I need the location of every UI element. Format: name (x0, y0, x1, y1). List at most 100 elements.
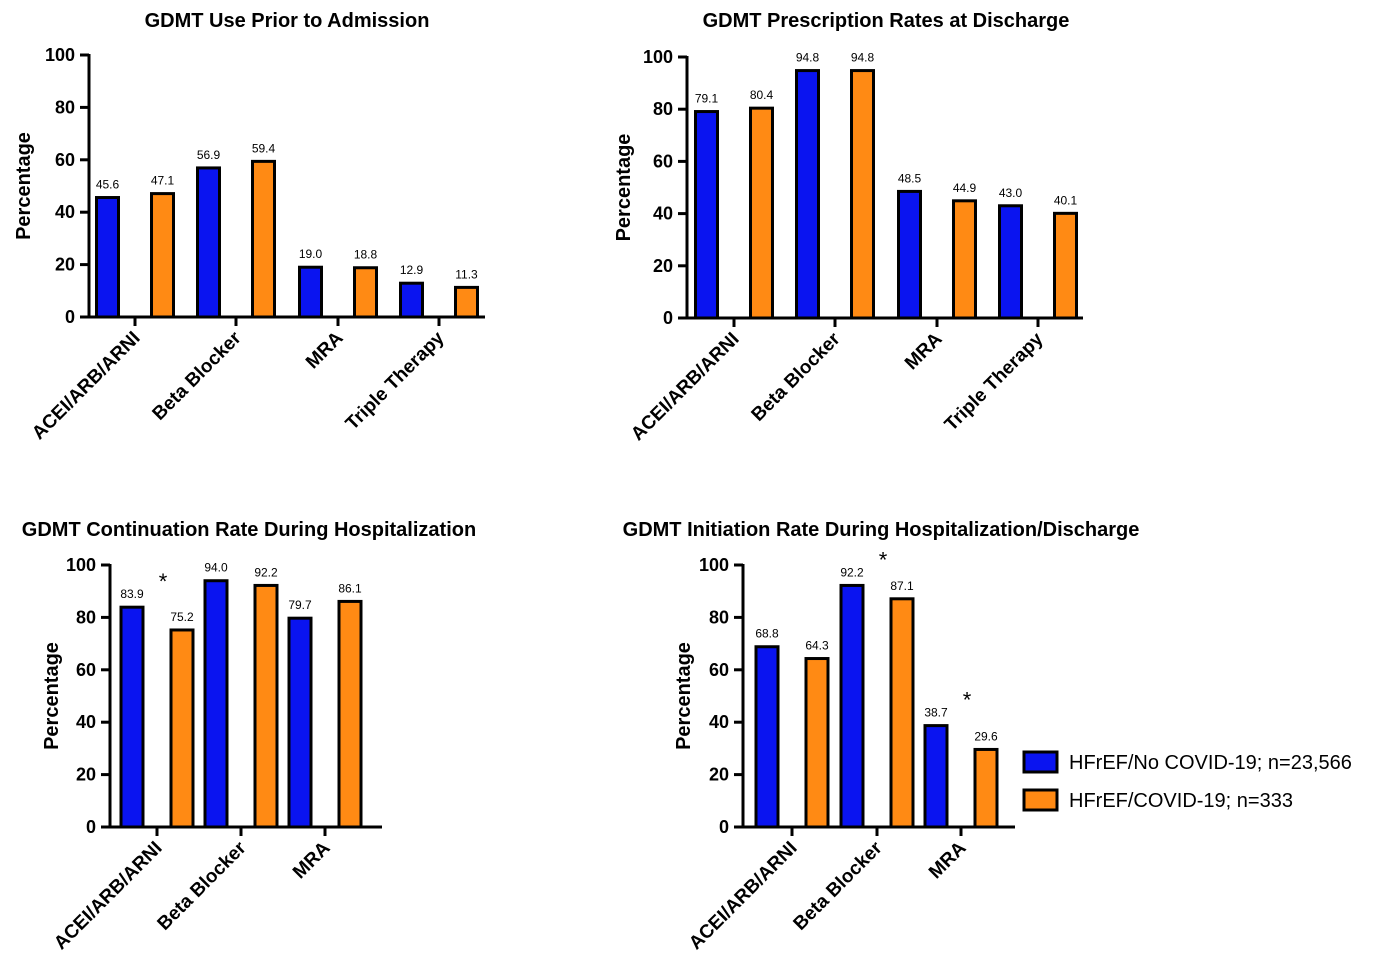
chart-panel-4: GDMT Initiation Rate During Hospitalizat… (623, 519, 1140, 954)
y-tick-label: 0 (86, 817, 96, 837)
chart-title: GDMT Prescription Rates at Discharge (703, 10, 1070, 32)
bar-no-covid (694, 110, 719, 320)
bar-covid (749, 106, 774, 320)
y-tick-label: 20 (709, 765, 729, 785)
y-tick-label: 0 (663, 308, 673, 328)
chart-title: GDMT Use Prior to Admission (145, 10, 430, 32)
y-tick-label: 20 (653, 256, 673, 276)
bar-covid (253, 583, 279, 829)
data-label: 11.3 (455, 267, 478, 281)
bar-no-covid (119, 605, 145, 829)
data-label: 94.8 (851, 51, 875, 65)
bar-no-covid (923, 724, 949, 829)
y-tick-label: 40 (653, 204, 673, 224)
bar-covid (889, 597, 915, 829)
bar-covid (804, 657, 830, 829)
y-tick-label: 0 (65, 307, 75, 327)
y-tick-label: 100 (45, 45, 75, 65)
data-label: 87.1 (890, 579, 914, 593)
data-label: 45.6 (96, 178, 120, 192)
data-label: 56.9 (197, 148, 221, 162)
bar-covid (952, 199, 977, 320)
bar-covid (251, 159, 276, 319)
x-category-label: ACEI/ARB/ARNI (685, 838, 801, 954)
bar-no-covid (839, 583, 865, 829)
legend-swatch-covid (1022, 788, 1059, 812)
y-tick-label: 60 (653, 151, 673, 171)
x-category-label: ACEI/ARB/ARNI (50, 838, 166, 954)
significance-marker: * (963, 688, 972, 713)
y-tick-label: 60 (55, 150, 75, 170)
y-tick-label: 60 (76, 660, 96, 680)
y-tick-label: 80 (709, 607, 729, 627)
bar-no-covid (287, 616, 313, 829)
y-tick-label: 100 (699, 555, 729, 575)
y-tick-label: 20 (76, 765, 96, 785)
data-label: 80.4 (750, 88, 774, 102)
y-tick-label: 80 (76, 607, 96, 627)
chart-title: GDMT Continuation Rate During Hospitaliz… (22, 519, 476, 541)
y-tick-label: 80 (653, 99, 673, 119)
y-tick-label: 100 (643, 47, 673, 67)
bar-covid (337, 599, 363, 829)
bar-covid (973, 747, 999, 829)
x-category-label: Beta Blocker (154, 837, 251, 934)
y-tick-label: 20 (55, 255, 75, 275)
data-label: 38.7 (924, 706, 948, 720)
data-label: 48.5 (898, 171, 922, 185)
significance-marker: * (879, 547, 888, 572)
data-label: 94.8 (796, 51, 820, 65)
x-category-label: ACEI/ARB/ARNI (627, 329, 743, 445)
y-tick-label: 40 (709, 712, 729, 732)
y-axis-label: Percentage (13, 132, 35, 240)
x-category-label: MRA (289, 837, 335, 883)
bar-covid (150, 192, 175, 319)
x-category-label: ACEI/ARB/ARNI (28, 328, 144, 444)
data-label: 64.3 (805, 639, 829, 653)
bar-no-covid (203, 579, 229, 829)
chart-title: GDMT Initiation Rate During Hospitalizat… (623, 519, 1140, 541)
bar-covid (454, 285, 479, 319)
data-label: 44.9 (953, 181, 977, 195)
legend-label: HFrEF/COVID-19; n=333 (1069, 790, 1293, 812)
data-label: 18.8 (354, 248, 378, 262)
bar-covid (353, 266, 378, 319)
data-label: 19.0 (299, 247, 323, 261)
x-category-label: Beta Blocker (149, 327, 246, 424)
data-label: 12.9 (400, 263, 424, 277)
y-axis-label: Percentage (673, 642, 695, 750)
x-category-label: Beta Blocker (790, 837, 887, 934)
data-label: 92.2 (840, 565, 864, 579)
data-label: 40.1 (1054, 193, 1078, 207)
x-category-label: Triple Therapy (342, 327, 449, 434)
chart-panel-2: GDMT Prescription Rates at Discharge Perc… (613, 10, 1083, 445)
bar-covid (169, 628, 195, 829)
bar-no-covid (298, 265, 323, 319)
y-axis-label: Percentage (41, 642, 63, 750)
chart-panel-3: GDMT Continuation Rate During Hospitaliz… (22, 519, 476, 954)
y-tick-label: 0 (719, 817, 729, 837)
bar-no-covid (754, 645, 780, 829)
data-label: 86.1 (338, 581, 362, 595)
bar-covid (850, 69, 875, 320)
bar-no-covid (795, 69, 820, 320)
data-label: 79.7 (288, 598, 312, 612)
data-label: 29.6 (974, 729, 998, 743)
x-category-label: MRA (925, 837, 971, 883)
y-tick-label: 100 (66, 555, 96, 575)
bar-no-covid (196, 166, 221, 319)
legend-label: HFrEF/No COVID-19; n=23,566 (1069, 752, 1352, 774)
x-category-label: MRA (901, 328, 947, 374)
data-label: 59.4 (252, 141, 276, 155)
bar-no-covid (399, 281, 424, 319)
bar-covid (1053, 211, 1078, 320)
chart-panel-1: GDMT Use Prior to Admission Percentage 0 20… (13, 10, 485, 444)
data-label: 47.1 (151, 174, 175, 188)
bar-no-covid (998, 204, 1023, 320)
x-category-label: MRA (302, 327, 348, 373)
data-label: 68.8 (755, 627, 779, 641)
data-label: 43.0 (999, 186, 1023, 200)
y-tick-label: 40 (55, 202, 75, 222)
legend: HFrEF/No COVID-19; n=23,566 HFrEF/COVID-1… (1022, 750, 1352, 812)
bar-no-covid (95, 196, 120, 319)
